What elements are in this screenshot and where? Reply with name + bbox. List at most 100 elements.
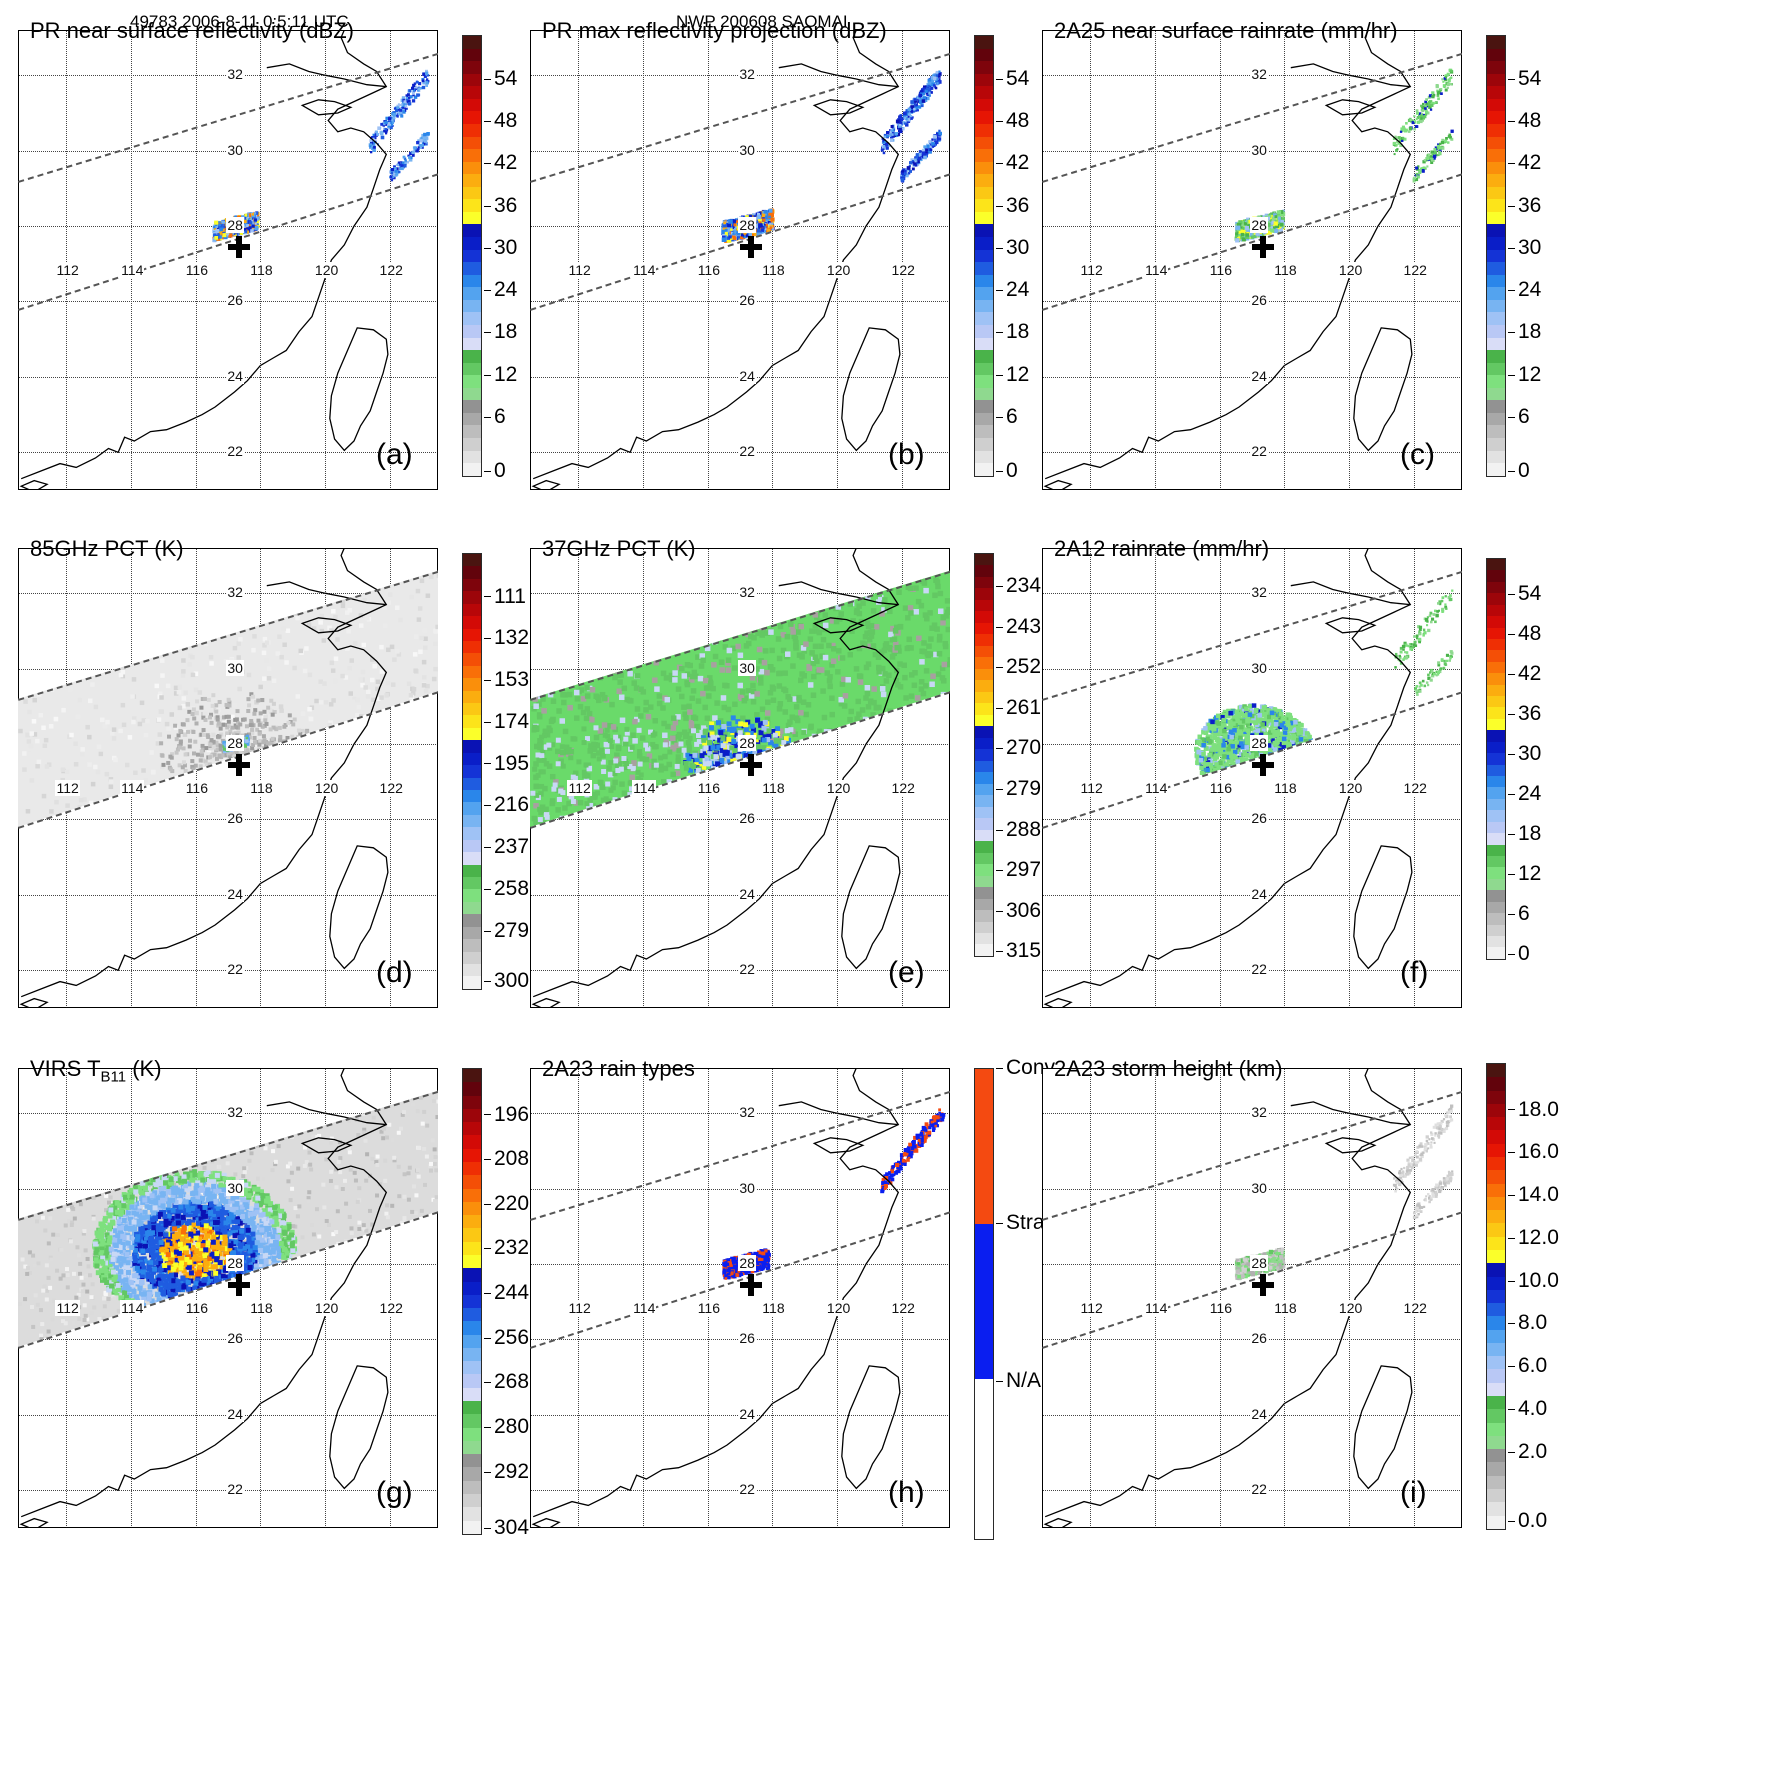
colorbar-i xyxy=(1486,1063,1506,1530)
lon-tick-label: 116 xyxy=(184,1299,210,1316)
colorbar-tick-label: 18 xyxy=(1006,320,1030,344)
map-h[interactable]: 112 114 116 118 120 122 32 30 28 26 24 22 xyxy=(530,1068,950,1528)
colorbar-segment xyxy=(975,123,993,137)
gridline-lon xyxy=(1284,30,1286,490)
colorbar-tick-label: 261 xyxy=(1006,695,1042,719)
lon-tick-label: 118 xyxy=(1273,1299,1298,1316)
gridline-lon xyxy=(836,1068,838,1528)
colorbar-segment xyxy=(975,668,993,681)
gridline-lon xyxy=(1090,30,1092,490)
lat-tick-label: 32 xyxy=(1250,584,1268,601)
map-d[interactable]: 112 114 116 118 120 122 32 30 28 26 24 22 xyxy=(18,548,438,1008)
panel-title-g: VIRS TB11 (K) xyxy=(30,1056,162,1085)
panel-title-i: 2A23 storm height (km) xyxy=(1054,1056,1283,1081)
map-e[interactable]: 112 114 116 118 120 122 32 30 28 26 24 22 xyxy=(530,548,950,1008)
colorbar-segment xyxy=(1487,661,1505,674)
colorbar-segment xyxy=(463,554,481,567)
colorbar-segment xyxy=(1487,787,1505,799)
lon-tick-label: 120 xyxy=(825,1299,852,1316)
colorbar-segment xyxy=(463,740,481,753)
colorbar-tick-label: 304 xyxy=(494,1516,530,1540)
colorbar-tick-label: 2.0 xyxy=(1518,1439,1548,1463)
colorbar-segment xyxy=(975,554,993,566)
colorbar-segment xyxy=(463,1095,481,1109)
gridline-lon xyxy=(324,1068,326,1528)
colorbar-segment xyxy=(1487,753,1505,765)
colorbar-tick-label: 292 xyxy=(494,1459,530,1483)
colorbar-tick-label: 195 xyxy=(494,751,530,775)
colorbar-segment xyxy=(463,224,481,237)
colorbar-segment xyxy=(1487,211,1505,225)
colorbar-tick-label: 42 xyxy=(1518,662,1542,685)
map-f[interactable]: 112 114 116 118 120 122 32 30 28 26 24 22 xyxy=(1042,548,1462,1008)
gridline-lon xyxy=(1284,548,1286,1008)
colorbar-segment xyxy=(463,603,481,617)
gridline-lon xyxy=(1090,548,1092,1008)
lat-tick-label: 32 xyxy=(226,1104,244,1121)
panel-letter-d: (d) xyxy=(376,956,413,989)
gridline-lon xyxy=(1348,548,1350,1008)
colorbar-segment xyxy=(1487,673,1505,685)
colorbar-segment xyxy=(1487,616,1505,628)
gridline-lon xyxy=(1284,1068,1286,1528)
colorbar-segment xyxy=(975,400,993,413)
colorbar-segment xyxy=(463,876,481,890)
colorbar-tick-label: 24 xyxy=(1518,782,1542,805)
map-i[interactable]: 112 114 116 118 120 122 32 30 28 26 24 22 xyxy=(1042,1068,1462,1528)
gridline-lon xyxy=(1155,1068,1157,1528)
colorbar-segment xyxy=(975,73,993,87)
colorbar-segment xyxy=(463,1201,481,1216)
lon-tick-label: 116 xyxy=(184,261,210,278)
colorbar-tick-label: 220 xyxy=(494,1191,530,1215)
lat-tick-label: 24 xyxy=(226,367,244,384)
colorbar-segment xyxy=(1487,935,1505,948)
colorbar-segment xyxy=(1487,593,1505,605)
colorbar-segment xyxy=(1487,559,1505,571)
colorbar-segment xyxy=(975,749,993,761)
panel-e: 37GHz PCT (K) 112 114 116 118 120 122 32 30 28 26 2… xyxy=(530,536,1060,1018)
colorbar-segment xyxy=(1487,123,1505,137)
colorbar-segment xyxy=(1487,833,1505,845)
colorbar-segment xyxy=(975,852,993,865)
lat-tick-label: 32 xyxy=(226,584,244,601)
colorbar-tick-label: 234 xyxy=(1006,573,1042,597)
colorbar-segment xyxy=(1487,136,1505,150)
lon-tick-label: 122 xyxy=(890,261,916,278)
lat-tick-label: 30 xyxy=(226,1179,244,1196)
colorbar-segment xyxy=(975,86,993,99)
map-b[interactable]: 112 114 116 118 120 122 32 30 28 26 24 22 xyxy=(530,30,950,490)
colorbar-segment xyxy=(1487,1077,1505,1091)
gridline-lon xyxy=(578,30,580,490)
colorbar-segment xyxy=(463,48,481,62)
colorbar-tick-label: 256 xyxy=(494,1325,530,1349)
colorbar-segment xyxy=(975,818,993,830)
colorbar-segment xyxy=(1487,350,1505,363)
colorbar-segment xyxy=(1487,1143,1505,1157)
panel-title-d: 85GHz PCT (K) xyxy=(30,536,184,561)
colorbar-segment xyxy=(463,690,481,704)
colorbar-segment xyxy=(463,1122,481,1136)
map-g[interactable]: 112 114 116 118 120 122 32 30 28 26 24 22 xyxy=(18,1068,438,1528)
colorbar-tick-label: 18.0 xyxy=(1518,1097,1559,1121)
colorbar-segment xyxy=(1487,581,1505,594)
gridline-lon xyxy=(1219,1068,1221,1528)
colorbar-segment xyxy=(463,1467,481,1481)
colorbar-tick-label: 36 xyxy=(1006,193,1030,217)
lon-tick-label: 112 xyxy=(55,1299,80,1316)
colorbar-segment xyxy=(463,1108,481,1123)
colorbar-segment xyxy=(463,939,481,952)
colorbar-segment xyxy=(1487,1210,1505,1224)
colorbar-segment xyxy=(1487,287,1505,300)
colorbar-segment xyxy=(1487,324,1505,338)
colorbar-segment xyxy=(975,588,993,600)
map-c[interactable]: 112 114 116 118 120 122 32 30 28 26 24 22 xyxy=(1042,30,1462,490)
colorbar-tick-label: 42 xyxy=(1518,151,1542,175)
colorbar-segment xyxy=(463,976,481,989)
lat-tick-label: 22 xyxy=(1250,443,1268,460)
gridline-lon xyxy=(260,1068,262,1528)
colorbar-segment xyxy=(463,864,481,877)
map-a[interactable]: 112 114 116 118 120 122 32 30 28 26 24 22 xyxy=(18,30,438,490)
colorbar-segment xyxy=(463,161,481,175)
colorbar-tick-label: 54 xyxy=(1518,582,1542,605)
colorbar-segment xyxy=(1487,1329,1505,1343)
